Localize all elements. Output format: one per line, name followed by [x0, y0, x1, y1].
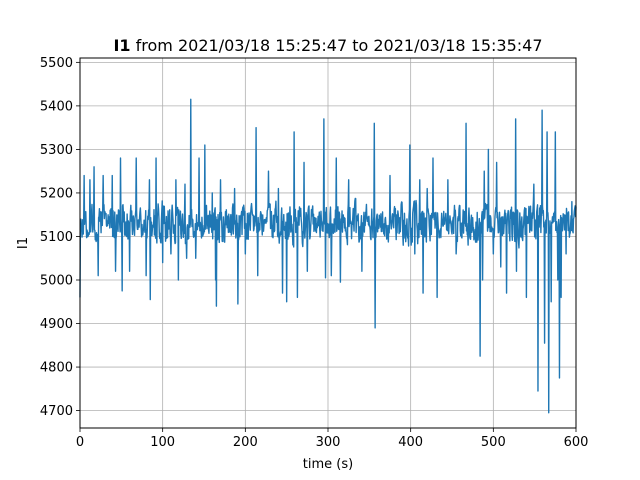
x-tick-label: 300 — [316, 435, 341, 450]
y-tick-label: 4700 — [40, 404, 73, 419]
x-tick-label: 500 — [481, 435, 506, 450]
x-tick-label: 200 — [233, 435, 258, 450]
data-line-layer — [79, 98, 577, 414]
y-tick-label: 5400 — [40, 99, 73, 114]
y-tick-label: 4800 — [40, 361, 73, 376]
grid-layer — [79, 58, 577, 428]
y-tick-label: 4900 — [40, 317, 73, 332]
series-line-i1 — [79, 98, 577, 414]
chart-title-bold: I1 — [113, 36, 130, 55]
y-tick-label: 5200 — [40, 186, 73, 201]
x-tick-label: 400 — [398, 435, 423, 450]
chart-title-rest: from 2021/03/18 15:25:47 to 2021/03/18 1… — [131, 36, 543, 55]
y-tick-label: 5100 — [40, 230, 73, 245]
x-tick-label: 100 — [150, 435, 175, 450]
x-tick-label: 600 — [564, 435, 589, 450]
x-axis-label: time (s) — [303, 457, 353, 472]
y-tick-label: 5300 — [40, 143, 73, 158]
tick-layer: 0 100 200 300 400 500 600 4700 4800 4900 5000 5100 5… — [40, 56, 589, 450]
y-tick-label: 5000 — [40, 274, 73, 289]
y-tick-label: 5500 — [40, 56, 73, 71]
x-tick-label: 0 — [76, 435, 84, 450]
y-axis-label: I1 — [16, 237, 31, 249]
chart-title: I1 from 2021/03/18 15:25:47 to 2021/03/1… — [113, 36, 542, 55]
